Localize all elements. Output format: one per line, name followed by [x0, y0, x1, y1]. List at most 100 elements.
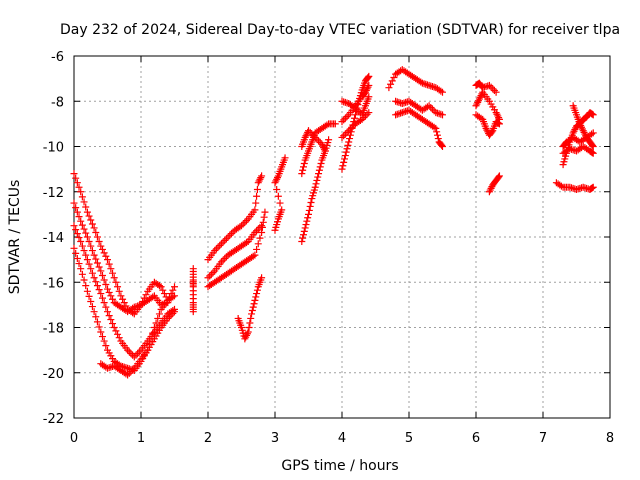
- data-point: [93, 318, 101, 326]
- data-point: [271, 179, 279, 187]
- data-point: [258, 222, 266, 230]
- series-track-y: [485, 172, 503, 196]
- data-point: [152, 319, 160, 327]
- data-point: [93, 282, 101, 290]
- data-point: [239, 220, 247, 228]
- data-point: [95, 286, 103, 294]
- data-point: [361, 88, 369, 96]
- data-point: [588, 130, 596, 138]
- data-point: [343, 113, 351, 121]
- data-point: [361, 112, 369, 120]
- series-track-u: [392, 106, 446, 150]
- data-point: [346, 125, 354, 133]
- data-point: [119, 295, 127, 303]
- data-point: [338, 118, 346, 126]
- data-point: [298, 238, 306, 246]
- data-point: [578, 123, 586, 131]
- data-point: [75, 213, 83, 221]
- data-point: [417, 78, 425, 86]
- y-axis-label: SDTVAR / TECUs: [7, 180, 23, 295]
- data-point: [315, 137, 323, 145]
- data-point: [439, 88, 446, 96]
- data-point: [311, 133, 319, 141]
- data-point: [211, 247, 219, 255]
- data-point: [72, 204, 80, 212]
- data-point: [124, 346, 132, 354]
- data-point: [581, 130, 589, 138]
- data-point: [114, 283, 122, 291]
- data-point: [363, 110, 371, 118]
- data-point: [154, 314, 162, 322]
- data-point: [385, 84, 393, 92]
- data-point: [344, 141, 352, 149]
- data-point: [474, 98, 482, 106]
- data-point: [77, 217, 85, 225]
- grid-lines: [74, 56, 610, 418]
- data-point: [253, 286, 261, 294]
- data-point: [364, 73, 372, 81]
- data-point: [109, 269, 117, 277]
- data-point: [102, 303, 110, 311]
- data-point: [107, 292, 115, 300]
- data-point: [340, 116, 348, 124]
- data-point: [362, 87, 370, 95]
- data-point: [489, 85, 497, 93]
- data-point: [73, 230, 81, 238]
- data-point: [83, 208, 91, 216]
- data-point: [105, 260, 113, 268]
- data-point: [73, 179, 81, 187]
- data-point: [112, 278, 120, 286]
- data-point: [273, 175, 281, 183]
- data-point: [100, 299, 108, 307]
- data-point: [254, 225, 262, 233]
- data-point: [80, 247, 88, 255]
- data-point: [247, 314, 255, 322]
- series-track-w: [472, 88, 503, 123]
- data-point: [241, 335, 249, 343]
- data-point: [98, 294, 106, 302]
- data-point: [155, 282, 163, 290]
- x-tick-label: 4: [338, 431, 346, 446]
- data-point: [320, 144, 328, 152]
- data-point: [92, 255, 100, 263]
- data-point: [124, 371, 132, 379]
- data-point: [147, 335, 155, 343]
- data-point: [110, 324, 118, 331]
- data-point: [110, 274, 118, 282]
- data-point: [167, 311, 175, 319]
- data-point: [243, 330, 251, 338]
- data-point: [569, 129, 577, 137]
- data-point: [82, 203, 90, 211]
- data-point: [315, 166, 323, 174]
- data-point: [490, 87, 498, 95]
- data-point: [365, 81, 373, 89]
- data-point: [204, 274, 212, 282]
- data-point: [221, 236, 229, 244]
- data-point: [341, 152, 349, 160]
- x-axis-label: GPS time / hours: [281, 458, 398, 474]
- data-point: [104, 285, 111, 293]
- data-point: [276, 199, 284, 207]
- data-point: [588, 141, 596, 149]
- data-point: [331, 120, 339, 128]
- x-tick-label: 3: [271, 431, 279, 446]
- data-point: [78, 193, 86, 201]
- data-point: [77, 188, 85, 196]
- data-point: [248, 307, 256, 315]
- series-track-m: [298, 120, 339, 178]
- data-point: [157, 283, 165, 291]
- data-point: [351, 114, 359, 122]
- data-point: [244, 328, 252, 336]
- data-point: [578, 125, 586, 133]
- chart-title: Day 232 of 2024, Sidereal Day-to-day VTE…: [60, 22, 620, 38]
- data-point: [107, 265, 115, 273]
- series-track-x: [472, 111, 503, 139]
- data-point: [318, 140, 326, 148]
- data-point: [72, 174, 80, 182]
- y-tick-label: -10: [43, 141, 64, 156]
- data-point: [343, 145, 351, 153]
- series-track-s: [385, 66, 446, 96]
- data-point: [120, 299, 128, 307]
- data-point: [171, 283, 178, 291]
- data-points: [70, 66, 597, 379]
